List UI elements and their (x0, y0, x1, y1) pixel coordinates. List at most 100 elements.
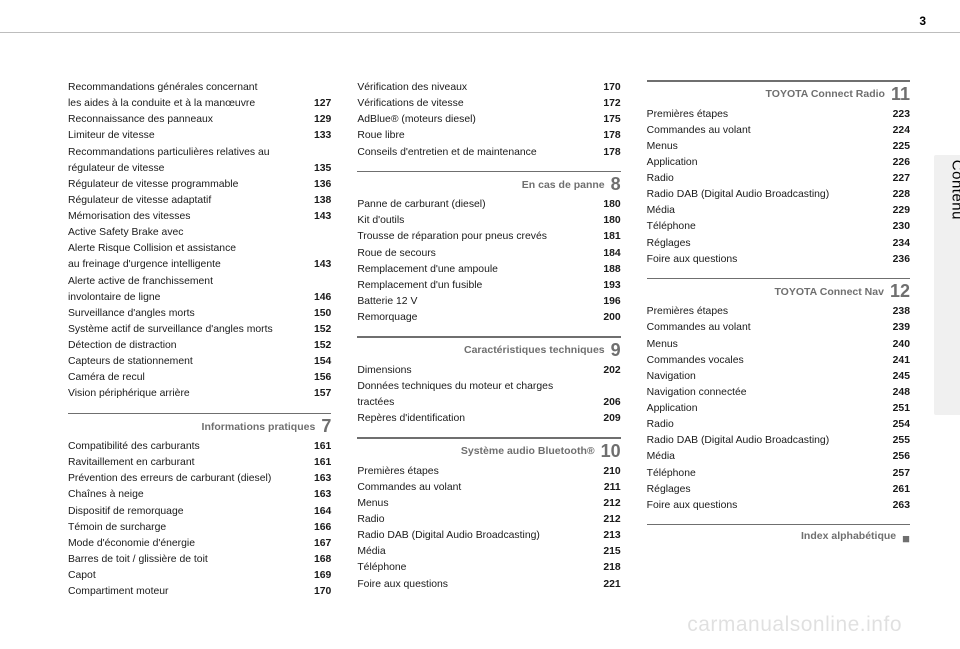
toc-row: Caméra de recul156 (68, 370, 331, 386)
toc-page: 202 (597, 363, 621, 379)
toc-label: Dispositif de remorquage (68, 504, 307, 520)
toc-label: Média (357, 544, 596, 560)
toc-row: Menus240 (647, 337, 910, 353)
toc-page: 168 (307, 552, 331, 568)
toc-row: AdBlue® (moteurs diesel)175 (357, 112, 620, 128)
toc-page: 193 (597, 278, 621, 294)
section-title: Index alphabétique (801, 528, 896, 544)
toc-label: Recommandations particulières relatives … (68, 145, 331, 161)
toc-page: 164 (307, 504, 331, 520)
toc-label: Dimensions (357, 363, 596, 379)
toc-label: Foire aux questions (647, 498, 886, 514)
toc-page: 169 (307, 568, 331, 584)
toc-page: 136 (307, 177, 331, 193)
section-rule (647, 524, 910, 526)
toc-label: Vision périphérique arrière (68, 386, 307, 402)
toc-page: 229 (886, 203, 910, 219)
toc-row: Reconnaissance des panneaux129 (68, 112, 331, 128)
toc-label: tractées (357, 395, 596, 411)
toc-page: 210 (597, 464, 621, 480)
toc-page: 135 (307, 161, 331, 177)
toc-page: 206 (597, 395, 621, 411)
toc-label: AdBlue® (moteurs diesel) (357, 112, 596, 128)
toc-row: Dispositif de remorquage164 (68, 504, 331, 520)
toc-label: Commandes au volant (647, 320, 886, 336)
toc-label: Repères d'identification (357, 411, 596, 427)
toc-label: Panne de carburant (diesel) (357, 197, 596, 213)
toc-label: Reconnaissance des panneaux (68, 112, 307, 128)
toc-row: Ravitaillement en carburant161 (68, 455, 331, 471)
toc-page: 228 (886, 187, 910, 203)
toc-label: Radio DAB (Digital Audio Broadcasting) (647, 433, 886, 449)
toc-page: 175 (597, 112, 621, 128)
toc-row: Régulateur de vitesse adaptatif138 (68, 193, 331, 209)
toc-row: Conseils d'entretien et de maintenance17… (357, 145, 620, 161)
section-number: 7 (321, 417, 331, 435)
toc-row: Capteurs de stationnement154 (68, 354, 331, 370)
toc-page: 196 (597, 294, 621, 310)
toc-page: 254 (886, 417, 910, 433)
toc-page: 209 (597, 411, 621, 427)
section-number: 9 (611, 341, 621, 359)
toc-label: Mode d'économie d'énergie (68, 536, 307, 552)
toc-label: Menus (647, 337, 886, 353)
toc-label: Commandes vocales (647, 353, 886, 369)
toc-page: 138 (307, 193, 331, 209)
toc-page: 180 (597, 197, 621, 213)
toc-page: 152 (307, 322, 331, 338)
toc-row: Remplacement d'une ampoule188 (357, 262, 620, 278)
toc-label: Recommandations générales concernant (68, 80, 331, 96)
toc-row: Témoin de surcharge166 (68, 520, 331, 536)
section-number: 10 (601, 442, 621, 460)
toc-row: Téléphone257 (647, 466, 910, 482)
toc-page: 239 (886, 320, 910, 336)
toc-page: 251 (886, 401, 910, 417)
side-label: Contenu (949, 160, 960, 220)
section-rule (357, 171, 620, 173)
toc-row: Mémorisation des vitesses143 (68, 209, 331, 225)
toc-page: 226 (886, 155, 910, 171)
toc-page: 238 (886, 304, 910, 320)
toc-page: 213 (597, 528, 621, 544)
toc-row: Radio254 (647, 417, 910, 433)
toc-label: Radio (647, 171, 886, 187)
toc-page: 129 (307, 112, 331, 128)
toc-label: Surveillance d'angles morts (68, 306, 307, 322)
toc-page: 143 (307, 257, 331, 273)
section-rule (647, 80, 910, 82)
toc-row: Navigation connectée248 (647, 385, 910, 401)
toc-page: 127 (307, 96, 331, 112)
toc-label: Navigation (647, 369, 886, 385)
toc-row: Réglages261 (647, 482, 910, 498)
toc-page: 221 (597, 577, 621, 593)
toc-row: Média229 (647, 203, 910, 219)
toc-page: 255 (886, 433, 910, 449)
toc-label: Active Safety Brake avec (68, 225, 331, 241)
toc-block: Premières étapes238Commandes au volant23… (647, 304, 910, 514)
toc-label: Téléphone (357, 560, 596, 576)
toc-row: Premières étapes210 (357, 464, 620, 480)
toc-row: Barres de toit / glissière de toit168 (68, 552, 331, 568)
toc-row: Premières étapes223 (647, 107, 910, 123)
toc-page: 200 (597, 310, 621, 326)
toc-page: 157 (307, 386, 331, 402)
toc-page: 180 (597, 213, 621, 229)
toc-row: Panne de carburant (diesel)180 (357, 197, 620, 213)
page-number: 3 (919, 14, 926, 28)
toc-page: 172 (597, 96, 621, 112)
toc-row: Menus212 (357, 496, 620, 512)
toc-row: Commandes au volant211 (357, 480, 620, 496)
toc-page: 256 (886, 449, 910, 465)
toc-row: Foire aux questions236 (647, 252, 910, 268)
toc-row: Recommandations générales concernant (68, 80, 331, 96)
toc-page: 143 (307, 209, 331, 225)
toc-row: Radio DAB (Digital Audio Broadcasting)25… (647, 433, 910, 449)
toc-row: régulateur de vitesse135 (68, 161, 331, 177)
toc-block: Vérification des niveaux170Vérifications… (357, 80, 620, 161)
toc-page: 163 (307, 471, 331, 487)
toc-label: Foire aux questions (647, 252, 886, 268)
toc-label: Téléphone (647, 219, 886, 235)
toc-label: Radio DAB (Digital Audio Broadcasting) (357, 528, 596, 544)
section-rule (357, 437, 620, 439)
toc-row: Prévention des erreurs de carburant (die… (68, 471, 331, 487)
